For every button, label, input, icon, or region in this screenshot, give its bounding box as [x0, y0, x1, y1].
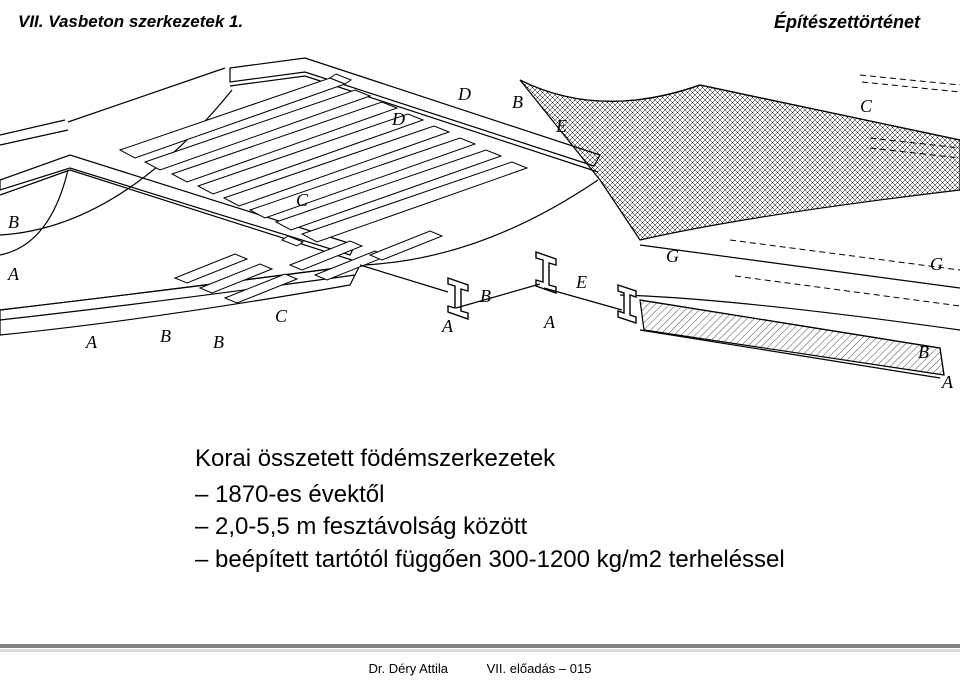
svg-text:A: A [441, 316, 454, 336]
svg-text:B: B [512, 92, 523, 112]
svg-text:G: G [930, 254, 943, 274]
svg-text:B: B [160, 326, 171, 346]
floor-structure-diagram: B A A B B C C D D B E B A A E G C G B A [0, 40, 960, 410]
bullet-1: – 1870-es évektől [195, 479, 895, 511]
section-title: VII. Vasbeton szerkezetek 1. [18, 12, 243, 33]
footer-divider-shade [0, 649, 960, 652]
svg-text:B: B [480, 286, 491, 306]
svg-text:E: E [555, 116, 567, 136]
svg-text:B: B [918, 342, 929, 362]
svg-text:A: A [85, 332, 98, 352]
svg-text:C: C [296, 190, 309, 210]
svg-text:B: B [8, 212, 19, 232]
svg-text:A: A [543, 312, 556, 332]
slide-heading: Korai összetett födémszerkezetek [195, 445, 895, 473]
svg-text:C: C [860, 96, 873, 116]
svg-text:G: G [666, 246, 679, 266]
footer-divider [0, 644, 960, 648]
svg-text:C: C [275, 306, 288, 326]
svg-text:D: D [391, 109, 405, 129]
svg-text:B: B [213, 332, 224, 352]
svg-text:D: D [457, 84, 471, 104]
bullet-3: – beépített tartótól függően 300-1200 kg… [195, 544, 895, 576]
course-title: Építészettörténet [774, 12, 920, 33]
svg-text:E: E [575, 272, 587, 292]
svg-text:A: A [7, 264, 20, 284]
footer: Dr. Déry Attila VII. előadás – 015 [0, 661, 960, 676]
bullet-2: – 2,0-5,5 m fesztávolság között [195, 511, 895, 543]
footer-reference: VII. előadás – 015 [487, 661, 592, 676]
footer-author: Dr. Déry Attila [369, 661, 448, 676]
svg-text:A: A [941, 372, 954, 392]
